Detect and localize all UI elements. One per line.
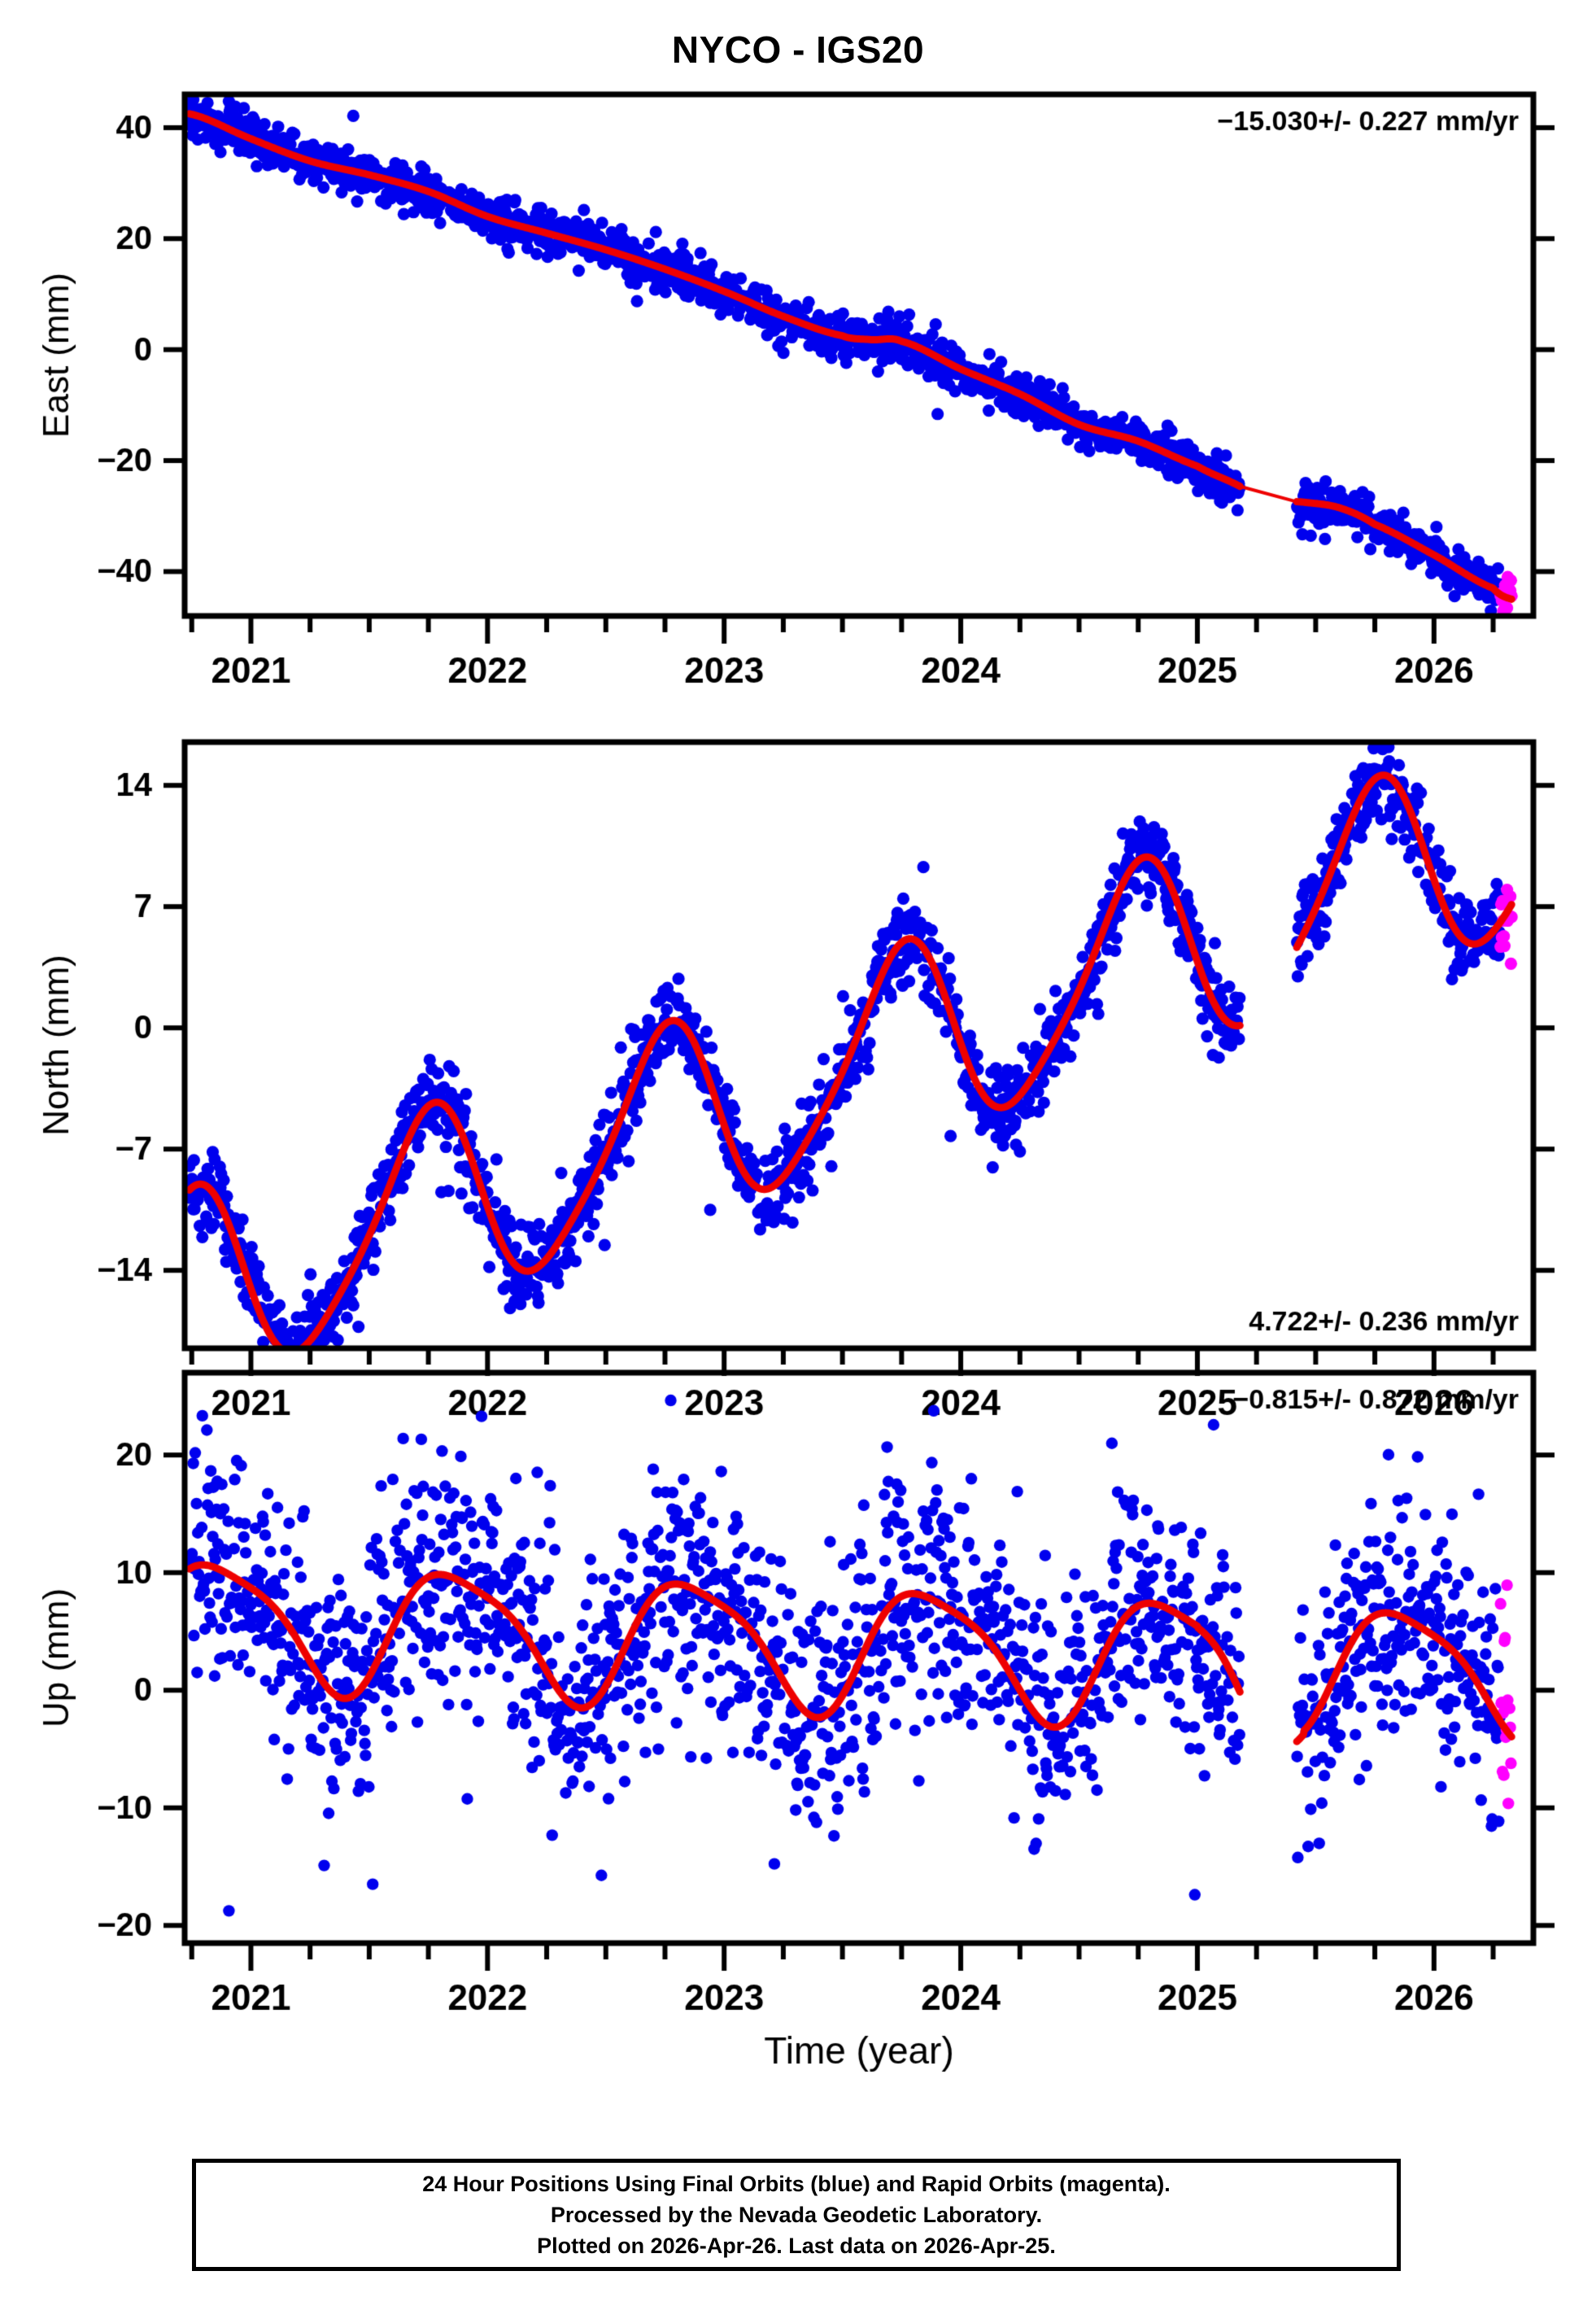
page-title: NYCO - IGS20: [671, 28, 925, 71]
caption-line-2: Processed by the Nevada Geodetic Laborat…: [550, 2202, 1043, 2227]
caption-line-3: Plotted on 2026-Apr-26. Last data on 202…: [537, 2234, 1056, 2259]
caption-line-1: 24 Hour Positions Using Final Orbits (bl…: [422, 2171, 1171, 2196]
caption-box: 24 Hour Positions Using Final Orbits (bl…: [192, 2159, 1401, 2271]
